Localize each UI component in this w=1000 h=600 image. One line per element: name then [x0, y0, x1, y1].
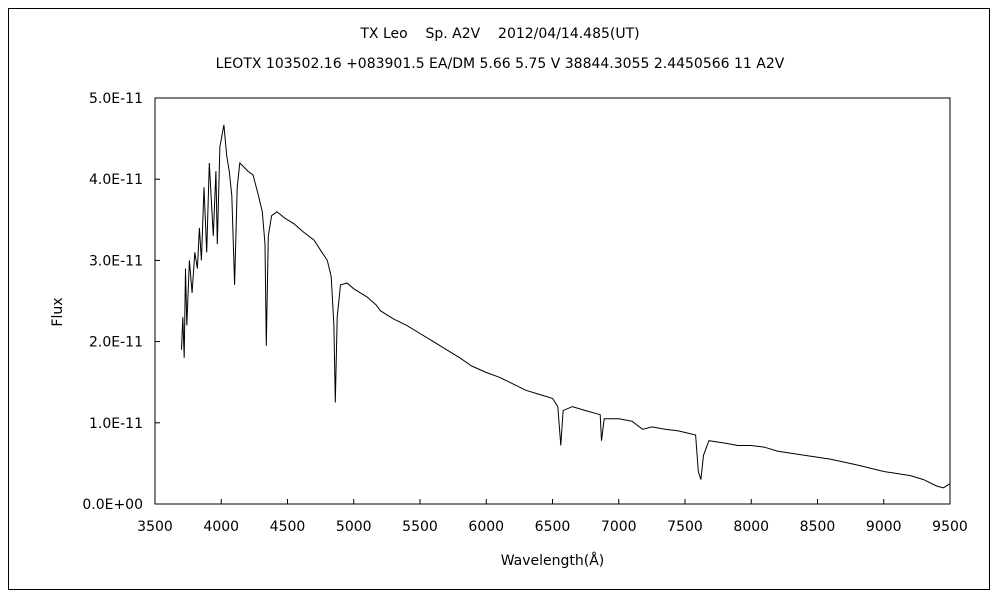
x-axis: 3500 4000 4500 5000 5500 6000 6500 7000 7500 8000…: [137, 499, 968, 535]
plot-area: [154, 97, 951, 505]
flux-series-line: [181, 124, 951, 489]
y-tick-label: 1.0E-11: [89, 416, 143, 432]
y-tick-label: 5.0E-11: [89, 91, 143, 107]
x-tick-label: 3500: [137, 519, 173, 535]
x-tick-label: 7000: [601, 519, 637, 535]
chart-title: TX Leo Sp. A2V 2012/04/14.485(UT): [360, 26, 640, 42]
x-tick-label: 4000: [203, 519, 239, 535]
x-tick-label: 5000: [336, 519, 372, 535]
x-tick-label: 7500: [667, 519, 703, 535]
x-tick-label: 4500: [270, 519, 306, 535]
y-axis-label: Flux: [50, 297, 66, 326]
x-tick-label: 5500: [402, 519, 438, 535]
chart-frame: [8, 8, 990, 590]
y-axis: 0.0E+00 1.0E-11 2.0E-11 3.0E-11 4.0E-11 5.0E-…: [82, 91, 160, 513]
y-tick-label: 4.0E-11: [89, 172, 143, 188]
x-tick-label: 8500: [800, 519, 836, 535]
y-tick-label: 0.0E+00: [82, 497, 143, 513]
x-axis-label: Wavelength(Å): [501, 552, 605, 569]
x-tick-label: 6500: [535, 519, 571, 535]
x-tick-label: 9500: [932, 519, 968, 535]
x-tick-label: 8000: [733, 519, 769, 535]
y-tick-label: 2.0E-11: [89, 335, 143, 351]
x-tick-label: 9000: [866, 519, 902, 535]
x-tick-label: 6000: [468, 519, 504, 535]
y-tick-label: 3.0E-11: [89, 253, 143, 269]
chart-subtitle: LEOTX 103502.16 +083901.5 EA/DM 5.66 5.7…: [215, 56, 785, 72]
